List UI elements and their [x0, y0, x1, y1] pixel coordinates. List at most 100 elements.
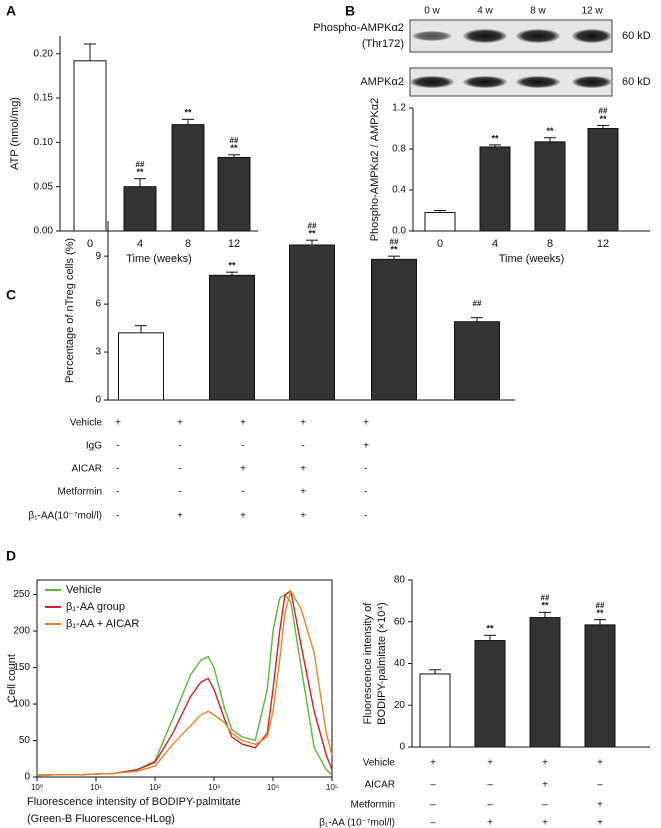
- condition-mark: +: [363, 418, 369, 429]
- condition-mark: –: [430, 780, 436, 791]
- condition-mark: +: [177, 418, 183, 429]
- significance: ##: [230, 136, 239, 145]
- blot-label: AMPKα2: [360, 76, 404, 88]
- condition-label: β₁-AA(10⁻⁷mol/l): [28, 511, 102, 522]
- condition-mark: +: [597, 800, 603, 811]
- panel-label: B: [345, 3, 355, 19]
- y-axis-label: BODIPY-palmitate (×10⁴): [376, 602, 388, 725]
- y-tick-label: 50: [19, 735, 31, 746]
- x-axis-label: Time (weeks): [126, 253, 192, 265]
- x-axis-label: (Green-B Fluorescence-HLog): [27, 813, 175, 825]
- x-tick-label: 8: [547, 238, 553, 250]
- y-tick-label: 150: [13, 662, 30, 673]
- bar: [371, 258, 417, 401]
- x-tick-label: 10⁵: [326, 783, 338, 792]
- significance: **: [390, 245, 398, 255]
- y-tick-label: 100: [13, 699, 30, 710]
- y-tick-label: 40: [394, 658, 406, 669]
- y-tick-label: 0.10: [34, 137, 54, 148]
- condition-mark: +: [542, 818, 548, 828]
- condition-mark: –: [487, 780, 493, 791]
- condition-label: Vehicle: [363, 758, 396, 769]
- y-tick-label: 3: [95, 347, 101, 358]
- significance: **: [546, 126, 554, 136]
- blot-band: [572, 29, 612, 43]
- bar: [73, 60, 107, 232]
- condition-mark: -: [364, 511, 367, 522]
- condition-mark: +: [300, 487, 306, 498]
- significance: **: [486, 624, 494, 634]
- y-axis-label: Phospho-AMPKα2 / AMPKα2: [369, 98, 381, 242]
- condition-label: β₁-AA (10⁻⁷mol/l): [319, 818, 395, 828]
- y-tick-label: 0.0: [392, 226, 406, 237]
- legend-label: β₁-AA + AICAR: [66, 618, 139, 630]
- legend-label: β₁-AA group: [66, 601, 125, 613]
- blot-images: [409, 19, 613, 97]
- y-tick-label: 20: [394, 700, 406, 711]
- condition-mark: -: [301, 441, 304, 452]
- significance: ##: [136, 160, 145, 169]
- blot-size: 60 kD: [622, 76, 651, 88]
- bar: [419, 673, 451, 748]
- panel-label: D: [6, 548, 16, 564]
- x-tick-label: 10²: [149, 783, 161, 792]
- blot-label: (Thr172): [362, 38, 404, 50]
- blot-band: [516, 76, 560, 88]
- x-tick-label: 10¹: [90, 783, 102, 792]
- x-tick-label: 0: [437, 238, 443, 250]
- bar: [424, 212, 456, 232]
- x-tick-label: 12: [597, 238, 609, 250]
- condition-mark: –: [597, 780, 603, 791]
- x-tick-label: 12: [228, 238, 240, 250]
- bar: [587, 128, 619, 232]
- x-tick-label: 0: [87, 238, 93, 250]
- condition-mark: +: [240, 464, 246, 475]
- condition-mark: -: [241, 487, 244, 498]
- blot-band: [463, 76, 507, 88]
- bar: [118, 332, 164, 401]
- blot-band: [463, 29, 507, 43]
- condition-mark: -: [178, 441, 181, 452]
- y-tick-label: 60: [394, 616, 406, 627]
- panel-label: C: [6, 287, 16, 303]
- condition-mark: -: [116, 487, 119, 498]
- condition-mark: -: [178, 464, 181, 475]
- y-tick-label: 250: [13, 589, 30, 600]
- condition-mark: –: [430, 800, 436, 811]
- lane-label: 12 w: [581, 6, 603, 17]
- condition-mark: +: [300, 464, 306, 475]
- lane-label: 8 w: [530, 6, 546, 17]
- condition-mark: -: [364, 487, 367, 498]
- significance: **: [599, 114, 607, 124]
- condition-label: AICAR: [364, 780, 395, 791]
- condition-mark: –: [430, 818, 436, 828]
- bar: [529, 617, 561, 748]
- significance: **: [184, 108, 192, 118]
- significance: **: [136, 167, 144, 177]
- condition-label: Vehicle: [70, 418, 103, 429]
- condition-label: Metformin: [58, 487, 102, 498]
- blot-band: [412, 31, 452, 41]
- significance: **: [491, 133, 499, 143]
- significance: ##: [596, 601, 605, 610]
- condition-mark: +: [300, 511, 306, 522]
- bar: [209, 274, 255, 401]
- condition-label: IgG: [86, 441, 102, 452]
- x-tick-label: 10⁰: [31, 783, 43, 792]
- condition-label: Metformin: [351, 800, 395, 811]
- lane-label: 0 w: [424, 6, 440, 17]
- condition-mark: +: [487, 818, 493, 828]
- blot-band: [410, 76, 454, 88]
- y-axis-label: Fluorescence intensity of: [362, 602, 374, 725]
- condition-mark: +: [542, 758, 548, 769]
- y-tick-label: 0.00: [34, 226, 54, 237]
- x-tick-label: 4: [492, 238, 498, 250]
- x-tick-label: 8: [185, 238, 191, 250]
- bar: [534, 141, 566, 232]
- condition-mark: +: [115, 418, 121, 429]
- y-tick-label: 200: [13, 626, 30, 637]
- significance: **: [228, 261, 236, 271]
- y-axis-label: ATP (nmol/mg): [9, 97, 21, 170]
- y-tick-label: 0.05: [34, 181, 54, 192]
- condition-mark: -: [116, 441, 119, 452]
